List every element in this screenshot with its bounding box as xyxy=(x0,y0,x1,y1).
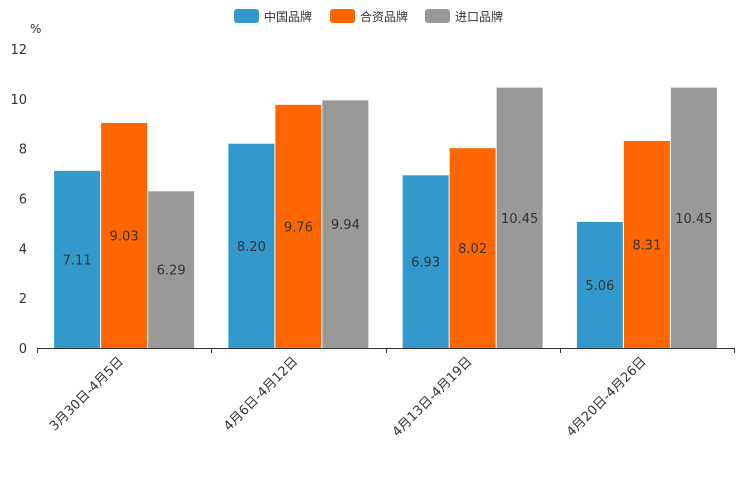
x-tick-label-1: 4月6日-4月12日 xyxy=(221,354,301,434)
bar-label-2-3: 10.45 xyxy=(675,212,712,227)
legend-label-1: 合资品牌 xyxy=(360,9,408,24)
bar-label-1-1: 9.76 xyxy=(284,220,313,235)
legend-label-2: 进口品牌 xyxy=(455,10,503,24)
bar-label-1-3: 8.31 xyxy=(632,238,661,253)
y-tick-label-1: 2 xyxy=(19,292,27,307)
bar-1-1 xyxy=(275,104,322,349)
bar-0-3 xyxy=(576,221,623,348)
x-axis: 3月30日-4月5日 4月6日-4月12日 4月13日-4月19日 4月20日-4月2… xyxy=(37,348,735,440)
legend-swatch-2 xyxy=(425,9,450,23)
bar-label-0-0: 7.11 xyxy=(63,253,92,268)
bar-label-0-2: 6.93 xyxy=(411,256,440,271)
y-tick-label-5: 10 xyxy=(10,93,27,108)
legend-swatch-0 xyxy=(234,9,259,23)
bars: 7.11 9.03 6.29 8.20 9.76 9.94 6.93 8.02 10.45 5.0… xyxy=(54,87,717,349)
y-tick-label-0: 0 xyxy=(19,342,27,357)
bar-2-0 xyxy=(148,191,195,348)
bar-label-0-1: 8.20 xyxy=(237,240,266,255)
legend: 中国品牌 合资品牌 进口品牌 xyxy=(234,9,503,24)
bar-2-3 xyxy=(670,87,717,348)
bar-2-2 xyxy=(496,87,543,348)
bar-label-0-3: 5.06 xyxy=(585,279,614,294)
bar-label-2-0: 6.29 xyxy=(157,264,186,279)
bar-label-2-1: 9.94 xyxy=(331,218,360,233)
bar-0-0 xyxy=(54,170,101,348)
bar-label-1-2: 8.02 xyxy=(458,242,487,257)
bar-1-2 xyxy=(449,148,496,348)
legend-swatch-1 xyxy=(330,9,355,23)
bar-0-2 xyxy=(402,175,449,348)
bar-label-1-0: 9.03 xyxy=(110,230,139,245)
y-axis-label: % xyxy=(30,22,41,36)
bar-1-0 xyxy=(101,123,148,348)
bar-label-2-2: 10.45 xyxy=(501,212,538,227)
legend-label-0: 中国品牌 xyxy=(264,9,312,24)
y-axis: 0 2 4 6 8 10 12 xyxy=(10,43,27,357)
y-tick-label-2: 4 xyxy=(19,242,27,257)
bar-0-1 xyxy=(228,143,275,348)
y-tick-label-6: 12 xyxy=(10,43,27,58)
bar-2-1 xyxy=(322,100,369,348)
x-tick-label-3: 4月20日-4月26日 xyxy=(564,354,650,440)
y-tick-label-3: 6 xyxy=(19,193,27,208)
bar-1-3 xyxy=(623,140,670,348)
x-tick-label-2: 4月13日-4月19日 xyxy=(390,354,476,440)
x-tick-label-0: 3月30日-4月5日 xyxy=(47,354,127,434)
y-tick-label-4: 8 xyxy=(19,143,27,158)
